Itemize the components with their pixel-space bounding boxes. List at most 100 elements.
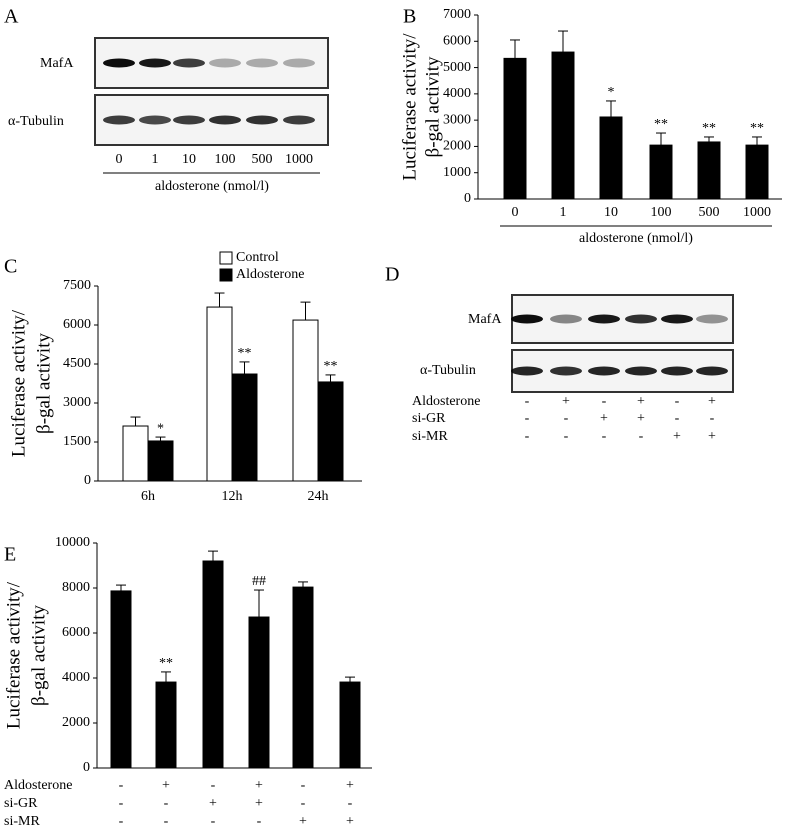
- treatment-sign: -: [119, 796, 124, 811]
- y-tick-label: 3000: [443, 112, 471, 127]
- treatment-sign: -: [301, 796, 306, 811]
- band: [283, 58, 315, 68]
- treatment-sign: +: [299, 814, 307, 829]
- y-tick-label: 8000: [62, 580, 90, 595]
- band: [625, 366, 657, 376]
- treatment-label: si-MR: [412, 429, 448, 444]
- x-tick-label: 0: [512, 205, 519, 220]
- bar: [745, 144, 769, 200]
- treatment-sign: -: [164, 814, 169, 829]
- bar: [599, 116, 623, 200]
- blot-label: α-Tubulin: [420, 363, 476, 378]
- y-axis-label: β-gal activity: [33, 333, 54, 434]
- band: [103, 58, 135, 68]
- bar: [317, 381, 344, 482]
- y-tick-label: 2000: [443, 139, 471, 154]
- y-axis-label: Luciferase activity/: [3, 581, 24, 729]
- lane-label: 1000: [285, 152, 313, 167]
- x-tick-label: 100: [651, 205, 672, 220]
- annotation: *: [608, 85, 615, 100]
- y-tick-label: 4000: [443, 86, 471, 101]
- treatment-sign: -: [211, 778, 216, 793]
- x-tick-label: 1: [560, 205, 567, 220]
- y-tick-label: 0: [84, 473, 91, 488]
- y-axis-label: β-gal activity: [28, 605, 49, 706]
- annotation: **: [238, 346, 252, 361]
- band: [588, 366, 620, 376]
- legend-label: Aldosterone: [236, 267, 304, 282]
- band: [283, 115, 315, 125]
- bar: [202, 560, 224, 769]
- annotation: **: [324, 359, 338, 374]
- treatment-sign: +: [562, 394, 570, 409]
- bar: [155, 681, 177, 769]
- band: [103, 115, 135, 125]
- x-axis-label: aldosterone (nmol/l): [579, 231, 693, 246]
- treatment-sign: -: [602, 429, 607, 444]
- band: [173, 58, 205, 68]
- treatment-label: Aldosterone: [412, 394, 480, 409]
- panel-letter: E: [4, 544, 16, 566]
- y-axis-label: Luciferase activity/: [8, 309, 29, 457]
- treatment-sign: -: [119, 778, 124, 793]
- treatment-label: Aldosterone: [4, 778, 72, 793]
- treatment-sign: -: [525, 411, 530, 426]
- treatment-sign: -: [675, 411, 680, 426]
- y-axis-label: β-gal activity: [422, 56, 443, 157]
- band: [139, 58, 171, 68]
- treatment-sign: -: [301, 778, 306, 793]
- treatment-sign: -: [211, 814, 216, 829]
- panel-letter: C: [4, 256, 17, 278]
- band: [696, 314, 728, 324]
- band: [209, 58, 241, 68]
- y-tick-label: 5000: [443, 60, 471, 75]
- treatment-label: si-MR: [4, 814, 40, 829]
- treatment-sign: -: [525, 429, 530, 444]
- bar: [206, 306, 233, 482]
- treatment-sign: +: [600, 411, 608, 426]
- x-tick-label: 10: [604, 205, 618, 220]
- bar: [503, 57, 527, 200]
- bar: [292, 586, 314, 769]
- treatment-sign: +: [255, 778, 263, 793]
- treatment-sign: +: [637, 411, 645, 426]
- bar: [248, 616, 270, 769]
- blot-label: α-Tubulin: [8, 114, 64, 129]
- bar: [110, 590, 132, 769]
- y-tick-label: 0: [464, 191, 471, 206]
- x-tick-label: 6h: [141, 489, 155, 504]
- treatment-sign: +: [162, 778, 170, 793]
- annotation: **: [159, 656, 173, 671]
- y-tick-label: 6000: [62, 625, 90, 640]
- x-tick-label: 500: [699, 205, 720, 220]
- treatment-sign: -: [602, 394, 607, 409]
- band: [550, 314, 582, 324]
- treatment-sign: -: [710, 411, 715, 426]
- treatment-sign: +: [346, 778, 354, 793]
- x-tick-label: 24h: [308, 489, 329, 504]
- treatment-sign: -: [675, 394, 680, 409]
- bar: [697, 141, 721, 200]
- lane-label: 0: [116, 152, 123, 167]
- treatment-sign: +: [209, 796, 217, 811]
- band: [511, 366, 543, 376]
- lane-label: 100: [215, 152, 236, 167]
- band: [550, 366, 582, 376]
- band: [696, 366, 728, 376]
- y-tick-label: 10000: [55, 535, 90, 550]
- treatment-sign: +: [346, 814, 354, 829]
- treatment-sign: +: [708, 394, 716, 409]
- band: [246, 58, 278, 68]
- y-tick-label: 7500: [63, 278, 91, 293]
- bar: [231, 373, 258, 482]
- lane-label: 500: [252, 152, 273, 167]
- y-tick-label: 4000: [62, 670, 90, 685]
- lane-label: 10: [182, 152, 196, 167]
- treatment-sign: -: [564, 429, 569, 444]
- panel-letter: D: [385, 264, 399, 286]
- treatment-sign: -: [119, 814, 124, 829]
- y-tick-label: 6000: [63, 317, 91, 332]
- band: [209, 115, 241, 125]
- y-tick-label: 4500: [63, 356, 91, 371]
- treatment-sign: -: [564, 411, 569, 426]
